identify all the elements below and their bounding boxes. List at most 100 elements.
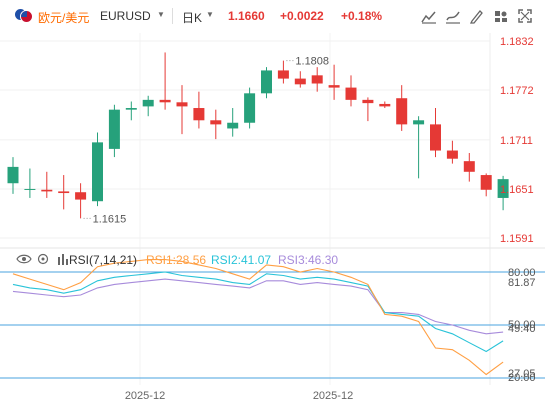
time-axis-label: 2025-12 [125,390,165,402]
toolbar: 欧元/美元 EURUSD ▼ 日K ▼ 1.1660 +0.0022 +0.18… [0,0,545,33]
candle-body [413,120,425,125]
candle [480,173,492,197]
price-axis-label: 1.1651 [500,184,534,196]
rsi-axis-label: 20.00 [508,372,536,384]
rsi1-line [12,259,504,376]
eye-icon[interactable] [16,253,32,268]
candle [75,183,87,219]
candle [345,75,357,107]
candle [24,168,36,198]
rsi3-line [12,278,504,335]
candle [41,171,53,198]
candle-body [244,93,256,123]
compare-icon[interactable] [444,7,462,25]
candle-body [311,75,323,84]
candle-body [108,109,120,149]
period-dropdown-icon[interactable]: ▼ [206,10,214,19]
candle [176,85,188,135]
rsi2-line [12,271,504,353]
candle-body [277,70,289,79]
candle [244,87,256,129]
pen-tool-icon[interactable] [468,7,486,25]
rsi3-value: RSI3:46.30 [278,253,339,267]
fullscreen-icon[interactable] [516,7,534,25]
candle [210,109,222,140]
candle-body [24,188,36,190]
candle [294,71,306,88]
candle-body [396,98,408,125]
rsi1-value: RSI1:28.56 [146,253,207,267]
candle [227,108,239,137]
candle [277,60,289,84]
candle-body [193,108,205,121]
divider [172,8,173,24]
candle [261,67,272,99]
candle-body [362,99,374,104]
symbol-dropdown-icon[interactable]: ▼ [157,10,165,19]
rsi-indicator-label[interactable]: RSI(7,14,21) [69,253,138,267]
indicator-icon[interactable] [58,253,68,268]
candle [125,101,137,121]
candle [446,140,458,164]
candle-body [480,175,492,190]
candle-body [176,102,188,107]
low-price-label: 1.1615 [93,213,127,225]
candle-body [92,142,103,202]
rsi-axis-label: 81.87 [508,277,536,289]
shapes-tool-icon[interactable] [492,7,510,25]
price-change: +0.0022 [280,9,324,23]
price-change-percent: +0.18% [341,9,383,23]
candle [413,116,425,179]
symbol-code[interactable]: EURUSD [100,9,151,23]
candle [396,85,408,131]
price-chart[interactable]: 1.1808 1.1615 1.1832 1.1772 1.1711 1.1651 1.1… [0,33,545,407]
rsi-axis-label: 50.00 [508,319,536,331]
price-axis-label: 1.1711 [500,135,533,147]
candle-body [328,85,340,88]
candle [463,152,475,182]
candle-body [7,166,19,184]
candle-body [227,122,239,129]
rsi-axis-label: 49.40 [508,323,536,335]
candle [430,108,441,158]
candle [379,101,391,109]
candle-body [345,87,357,100]
currency-flag-icon [14,8,34,23]
candle [7,157,19,194]
rsi-legend: RSI(7,14,21) RSI1:28.56 RSI2:41.07 RSI3:… [0,251,545,269]
symbol-cn-name[interactable]: 欧元/美元 [38,11,90,25]
price-axis-label: 1.1772 [500,85,534,97]
candle-body [446,150,458,159]
candle-body [58,191,70,194]
candle [193,91,205,129]
line-tool-icon[interactable] [420,7,438,25]
gear-icon[interactable] [37,253,49,268]
candle-body [75,192,87,200]
candle-body [142,99,154,107]
candle [92,132,103,207]
candle-body [379,103,391,107]
candle-body [41,189,53,192]
candle-body [125,108,137,110]
period-select[interactable]: 日K [182,11,203,25]
candle [311,67,323,92]
rsi-axis-label: 80.00 [508,267,536,279]
candle [362,97,374,122]
last-price: 1.1660 [228,9,265,23]
candle-body [210,120,222,125]
rsi2-value: RSI2:41.07 [211,253,272,267]
candle-body [294,78,306,85]
candle-body [261,70,272,94]
candle [108,104,120,158]
high-price-label: 1.1808 [295,56,329,68]
price-axis-label: 1.1832 [500,36,534,48]
candle [142,95,154,117]
time-axis-label: 2025-12 [313,390,353,402]
candle-body [463,161,475,172]
candle [159,52,171,110]
candle-body [497,179,509,198]
candle-body [430,124,441,151]
rsi-axis-label: 27.05 [508,368,536,380]
candle-body [159,99,171,103]
candle [497,175,509,211]
